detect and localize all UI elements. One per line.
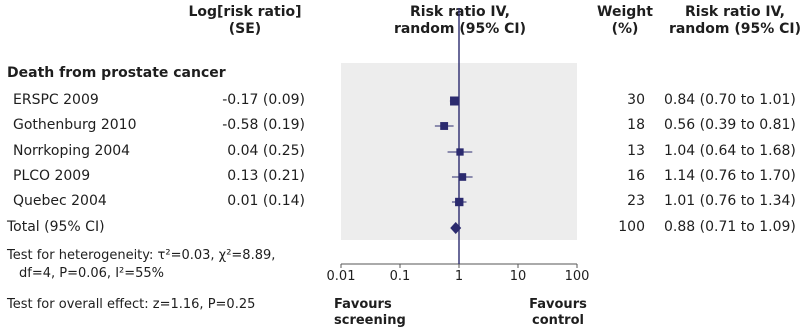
x-tick-label: 0.1 [390,269,411,284]
header-rr-iv-right-line1: Risk ratio IV, [685,4,785,20]
study-name: PLCO 2009 [13,168,91,184]
favours-screening-label: Favours screening [334,297,406,329]
overall-effect-text: Test for overall effect: z=1.16, P=0.25 [7,297,256,312]
favours-control-line1: Favours [529,297,587,312]
header-rr-iv-right: Risk ratio IV, random (95% CI) [660,4,810,38]
header-weight-line2: (%) [611,21,639,37]
study-log-rr: -0.58 (0.19) [222,117,305,133]
plot-marks [434,8,473,264]
study-weight: 23 [627,193,645,209]
study-ci-text: 0.56 (0.39 to 0.81) [664,117,796,133]
study-weight: 16 [627,168,645,184]
study-log-rr: -0.17 (0.09) [222,92,305,108]
study-ci-text: 1.14 (0.76 to 1.70) [664,168,796,184]
pooled-diamond [450,222,462,234]
favours-control-line2: control [532,313,584,328]
total-weight: 100 [618,219,645,235]
study-log-rr: 0.04 (0.25) [227,143,305,159]
heterogeneity-line2: df=4, P=0.06, I²=55% [19,266,165,281]
header-weight: Weight (%) [590,4,660,38]
header-rr-iv-right-line2: random (95% CI) [668,21,802,37]
study-weight: 13 [627,143,645,159]
header-log-rr: Log[risk ratio] (SE) [170,4,320,38]
x-axis: 0.01 0.1 1 10 100 [327,263,590,284]
study-weight: 18 [627,117,645,133]
x-tick-label: 1 [455,269,463,284]
header-weight-line1: Weight [597,4,653,20]
heterogeneity-line1: Test for heterogeneity: τ²=0.03, χ²=8.89… [7,248,276,263]
header-rr-iv: Risk ratio IV, random (95% CI) [380,4,540,38]
study-point [456,148,464,156]
x-tick-label: 100 [565,269,590,284]
study-point [458,173,467,181]
study-point [455,197,464,207]
header-rr-iv-line1: Risk ratio IV, [410,4,510,20]
total-label: Total (95% CI) [7,219,105,235]
study-log-rr: 0.01 (0.14) [227,193,305,209]
header-log-rr-line1: Log[risk ratio] [188,4,302,20]
study-ci-text: 1.01 (0.76 to 1.34) [664,193,796,209]
favours-control-label: Favours control [526,297,590,329]
study-log-rr: 0.13 (0.21) [227,168,305,184]
header-rr-iv-line2: random (95% CI) [393,21,527,37]
study-name: ERSPC 2009 [13,92,99,108]
study-name: Gothenburg 2010 [13,117,137,133]
study-name: Norrkoping 2004 [13,143,131,159]
study-point [440,122,449,130]
header-log-rr-line2: (SE) [228,21,262,37]
study-weight: 30 [627,92,645,108]
x-tick-label: 10 [510,269,527,284]
favours-screening-line1: Favours [334,297,392,312]
study-ci-text: 0.84 (0.70 to 1.01) [664,92,796,108]
total-ci-text: 0.88 (0.71 to 1.09) [664,219,796,235]
study-name: Quebec 2004 [13,193,107,209]
study-ci-text: 1.04 (0.64 to 1.68) [664,143,796,159]
favours-screening-line2: screening [334,313,406,328]
x-tick-label: 0.01 [327,269,356,284]
study-point [450,96,460,106]
section-title: Death from prostate cancer [7,65,226,81]
